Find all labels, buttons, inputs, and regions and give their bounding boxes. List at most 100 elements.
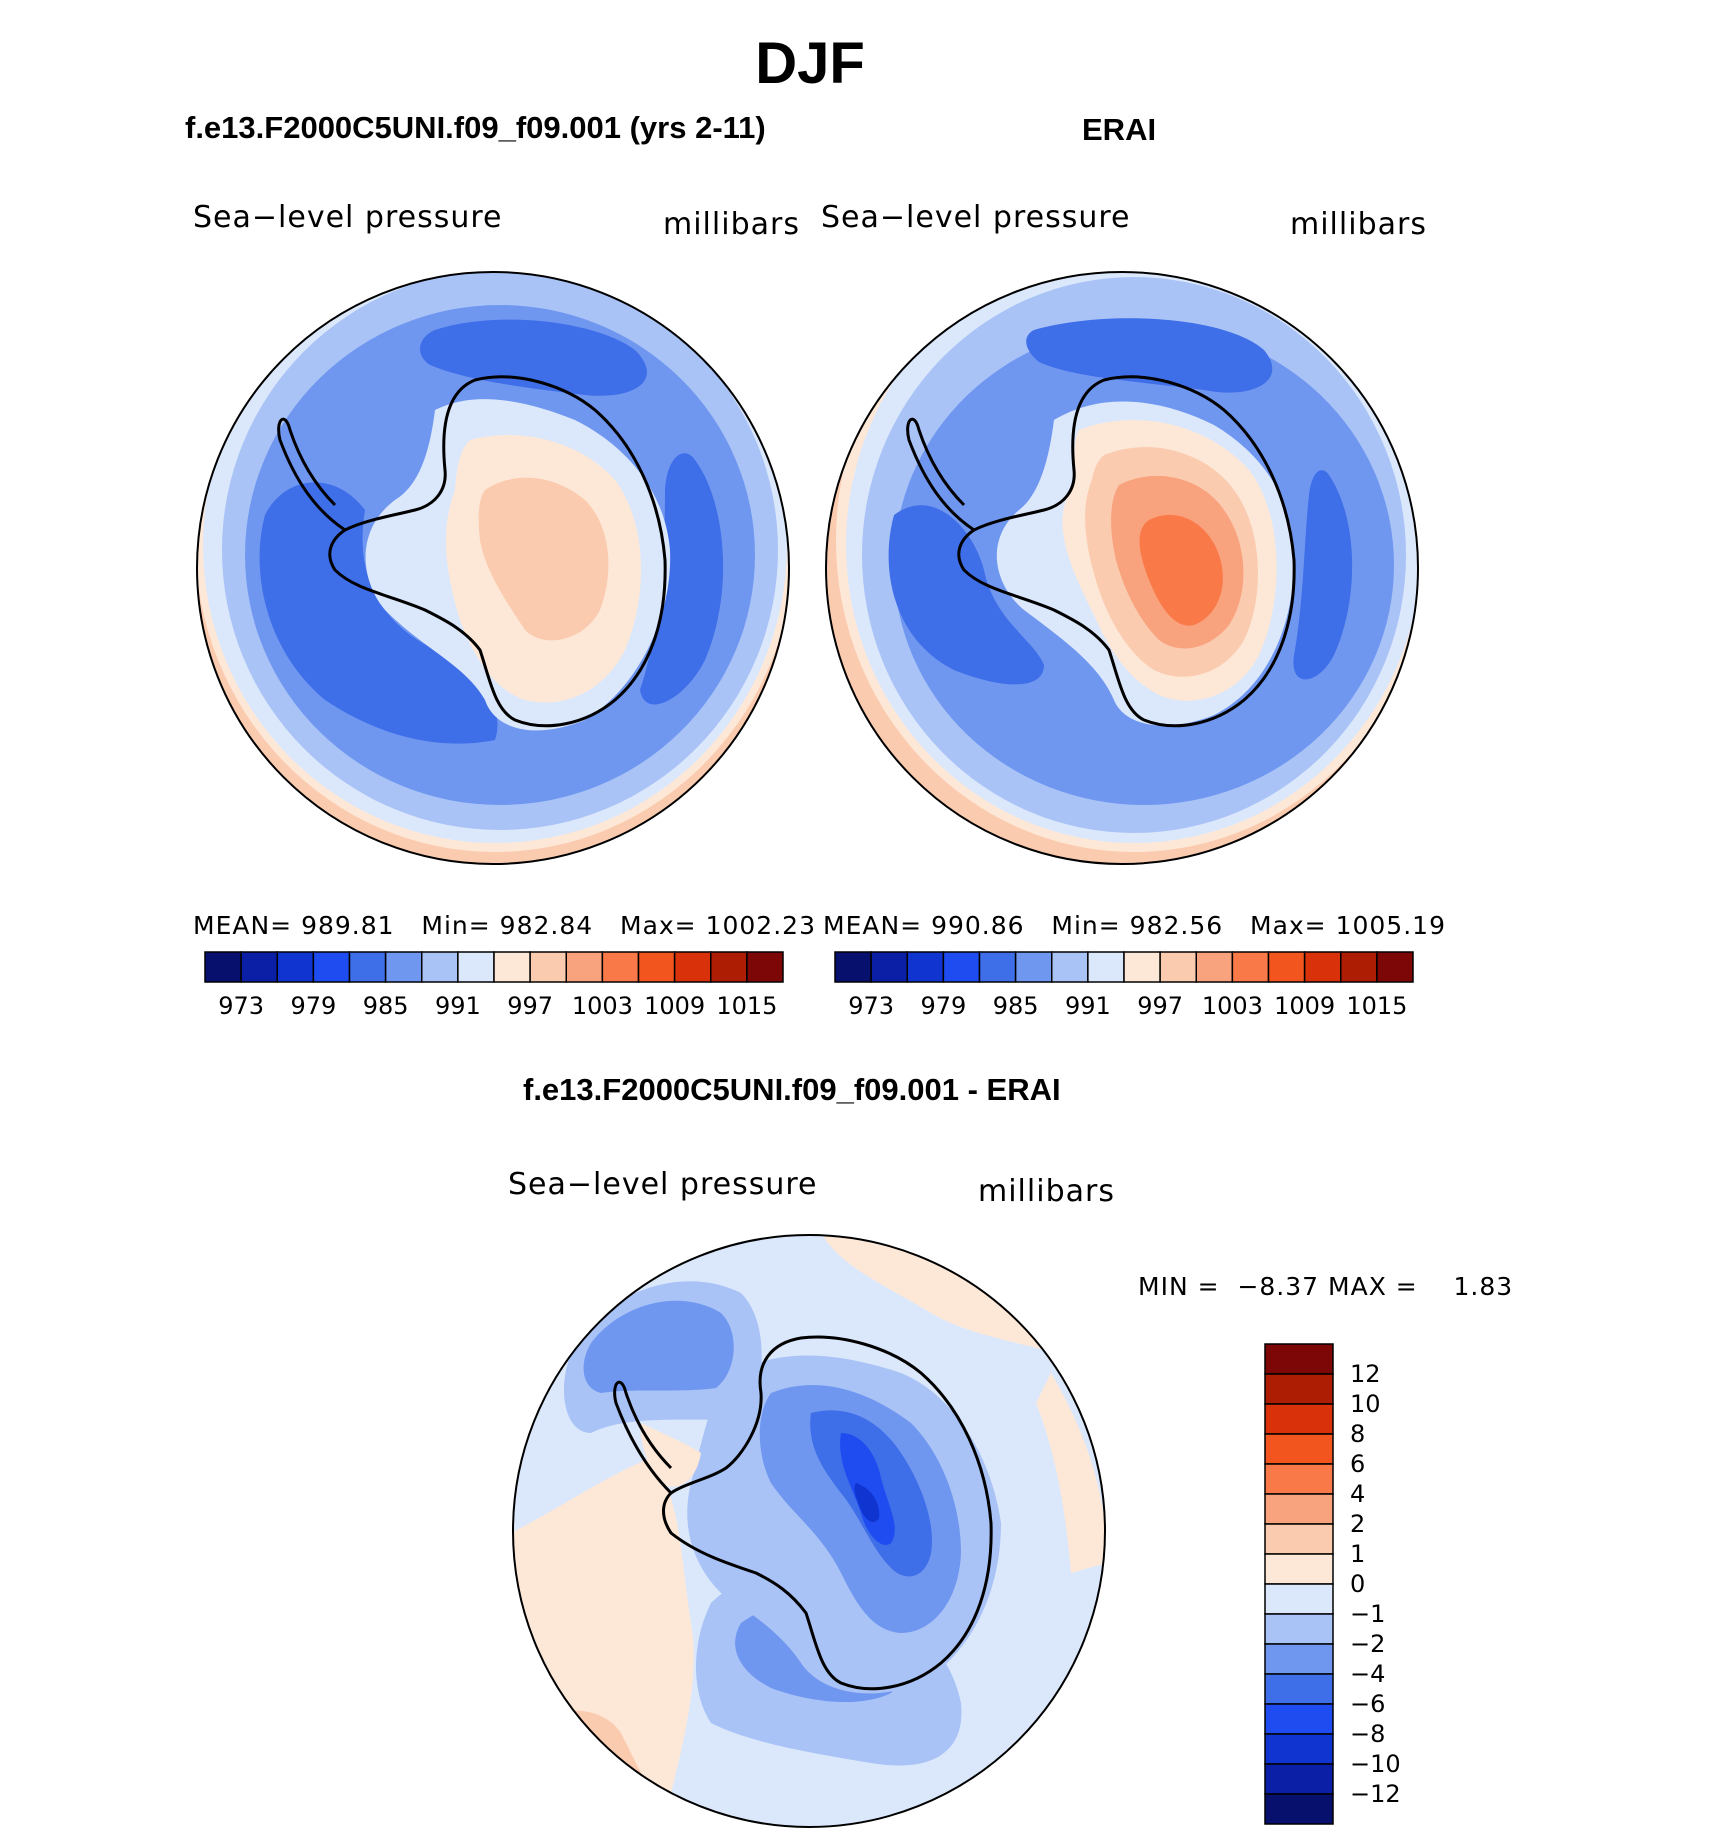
panel1-colorbar-swatch-2 — [276, 951, 315, 983]
panel1-colorbar-swatch-7 — [457, 951, 495, 983]
difference-colorbar-swatch-10 — [1264, 1643, 1334, 1675]
difference-colorbar-tick-label: 10 — [1350, 1390, 1381, 1418]
panel1-variable-label: Sea−level pressure — [193, 200, 503, 235]
panel2-stats: MEAN= 990.86 Min= 982.56 Max= 1005.19 — [823, 911, 1446, 940]
difference-colorbar-tick-label: −1 — [1350, 1600, 1386, 1628]
difference-colorbar-swatch-9 — [1264, 1613, 1334, 1645]
difference-colorbar-swatch-6 — [1264, 1523, 1334, 1555]
panel1-colorbar-tick-label: 991 — [434, 992, 481, 1020]
panel2-colorbar-labels: 973 979 985 991 997 1003 1009 1015 — [835, 992, 1413, 1022]
difference-colorbar-swatch-3 — [1264, 1433, 1334, 1465]
p1-coastline — [328, 375, 667, 728]
panel2-colorbar-tick-label: 991 — [1064, 992, 1111, 1020]
difference-colorbar-tick-label: 12 — [1350, 1360, 1381, 1388]
panel2-max: 1005.19 — [1335, 911, 1446, 940]
panel2-colorbar-swatch-2 — [906, 951, 945, 983]
d-continent-strong-blue — [840, 1433, 895, 1545]
panel1-case-title: f.e13.F2000C5UNI.f09_f09.001 (yrs 2-11) — [185, 110, 766, 145]
d-mid-blue-nw — [583, 1300, 734, 1393]
difference-colorbar-tick-label: −10 — [1350, 1750, 1401, 1778]
panel2-colorbar-tick-label: 1003 — [1201, 992, 1263, 1020]
panel1-colorbar-swatch-5 — [384, 951, 423, 983]
difference-colorbar-swatch-12 — [1264, 1703, 1334, 1735]
difference-colorbar-swatch-0 — [1264, 1343, 1334, 1375]
panel2-case-title: ERAI — [1082, 112, 1157, 147]
panel1-colorbar-labels: 973 979 985 991 997 1003 1009 1015 — [205, 992, 783, 1022]
panel2-colorbar-tick-label: 1009 — [1274, 992, 1336, 1020]
difference-title: f.e13.F2000C5UNI.f09_f09.001 - ERAI — [523, 1072, 1061, 1107]
panel2-polar-map — [825, 271, 1419, 865]
difference-colorbar-swatch-1 — [1264, 1373, 1334, 1405]
p2-coastline — [957, 375, 1296, 728]
p1-low-north — [419, 319, 647, 396]
difference-colorbar-tick-label: −8 — [1350, 1720, 1386, 1748]
difference-colorbar-tick-label: 8 — [1350, 1420, 1366, 1448]
difference-colorbar-swatch-15 — [1264, 1793, 1334, 1825]
panel1-colorbar-swatch-14 — [710, 951, 748, 983]
difference-colorbar-tick-label: 4 — [1350, 1480, 1366, 1508]
difference-colorbar-swatch-11 — [1264, 1673, 1334, 1705]
d-peninsula-warm — [640, 1423, 701, 1487]
panel2-colorbar-swatch-13 — [1303, 951, 1342, 983]
panel2-colorbar-tick-label: 1015 — [1346, 992, 1408, 1020]
difference-colorbar-labels: 12 10 8 6 4 2 1 0 −1 −2 −4 −6 −8 −10 −12 — [1350, 1344, 1450, 1824]
difference-colorbar — [1264, 1343, 1334, 1825]
difference-colorbar-tick-label: 1 — [1350, 1540, 1366, 1568]
difference-colorbar-swatch-2 — [1264, 1403, 1334, 1435]
panel2-mean: 990.86 — [931, 911, 1025, 940]
panel1-colorbar-tick-label: 973 — [218, 992, 265, 1020]
panel2-variable-label: Sea−level pressure — [821, 200, 1131, 235]
panel2-colorbar-swatch-9 — [1159, 951, 1197, 983]
panel2-colorbar-swatch-14 — [1340, 951, 1378, 983]
difference-polar-map — [512, 1234, 1106, 1828]
panel2-colorbar-swatch-8 — [1123, 951, 1161, 983]
panel1-max: 1002.23 — [705, 911, 816, 940]
p2-peninsula — [906, 417, 975, 532]
difference-colorbar-swatch-14 — [1264, 1763, 1334, 1795]
panel2-colorbar — [834, 951, 1414, 983]
p1-peninsula — [277, 417, 346, 532]
difference-colorbar-swatch-5 — [1264, 1493, 1334, 1525]
d-coastline — [662, 1335, 993, 1691]
panel2-colorbar-swatch-1 — [870, 951, 908, 983]
panel2-colorbar-tick-label: 997 — [1137, 992, 1184, 1020]
d-warm-east — [1036, 1373, 1105, 1573]
difference-min: −8.37 — [1237, 1272, 1320, 1301]
difference-colorbar-tick-label: 2 — [1350, 1510, 1366, 1538]
panel1-colorbar-swatch-15 — [746, 951, 784, 983]
difference-colorbar-swatch-8 — [1264, 1583, 1334, 1615]
panel2-colorbar-swatch-10 — [1195, 951, 1234, 983]
panel2-min: 982.56 — [1129, 911, 1224, 940]
panel2-colorbar-swatch-15 — [1376, 951, 1414, 983]
p2-low-north — [1026, 318, 1273, 393]
panel1-colorbar — [204, 951, 784, 983]
difference-min-max: MIN = −8.37 MAX = 1.83 — [1138, 1272, 1514, 1301]
panel2-colorbar-swatch-12 — [1267, 951, 1306, 983]
difference-colorbar-tick-label: −4 — [1350, 1660, 1386, 1688]
panel2-colorbar-swatch-0 — [834, 951, 872, 983]
p2-continent-warm-core — [1139, 514, 1223, 626]
panel1-colorbar-swatch-1 — [240, 951, 278, 983]
difference-variable-label: Sea−level pressure — [508, 1167, 818, 1202]
panel2-colorbar-swatch-7 — [1087, 951, 1125, 983]
panel2-units-label: millibars — [1290, 207, 1427, 242]
panel1-min: 982.84 — [499, 911, 594, 940]
difference-colorbar-tick-label: −2 — [1350, 1630, 1386, 1658]
panel2-colorbar-tick-label: 973 — [848, 992, 895, 1020]
d-continent-core-blue — [854, 1483, 880, 1523]
panel1-colorbar-tick-label: 997 — [507, 992, 554, 1020]
panel2-colorbar-swatch-4 — [978, 951, 1017, 983]
panel1-stats: MEAN= 989.81 Min= 982.84 Max= 1002.23 — [193, 911, 816, 940]
panel1-units-label: millibars — [663, 207, 800, 242]
p2-low-east — [1293, 470, 1353, 680]
difference-colorbar-tick-label: 6 — [1350, 1450, 1366, 1478]
panel1-colorbar-tick-label: 1003 — [571, 992, 633, 1020]
panel1-colorbar-tick-label: 1009 — [644, 992, 706, 1020]
panel2-colorbar-tick-label: 979 — [920, 992, 967, 1020]
panel2-colorbar-swatch-11 — [1231, 951, 1270, 983]
difference-max: 1.83 — [1453, 1272, 1514, 1301]
panel1-polar-map — [196, 271, 790, 865]
panel1-colorbar-swatch-13 — [673, 951, 712, 983]
p1-low-east — [640, 453, 724, 705]
difference-colorbar-swatch-13 — [1264, 1733, 1334, 1765]
